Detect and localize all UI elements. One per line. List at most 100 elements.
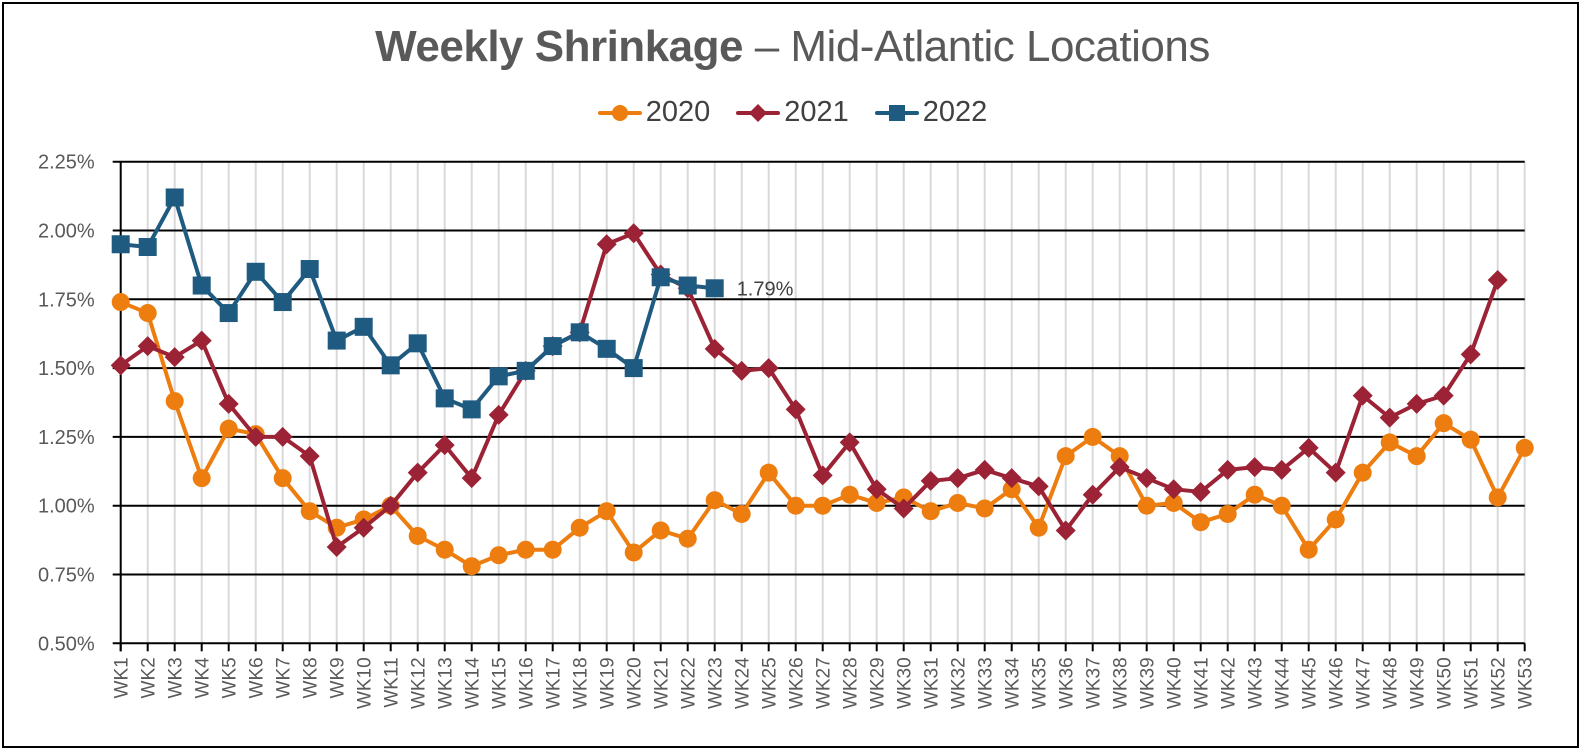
data-point-2020 — [192, 469, 211, 488]
data-point-2021 — [1055, 520, 1076, 541]
data-point-2020 — [651, 521, 670, 540]
x-tick-label: WK5 — [220, 657, 241, 698]
data-point-2020 — [435, 540, 454, 559]
data-point-2021 — [407, 462, 428, 483]
data-point-2021 — [110, 355, 131, 376]
data-point-2020 — [705, 491, 724, 510]
legend-label: 2022 — [922, 96, 988, 128]
x-tick-label: WK26 — [787, 657, 808, 709]
data-point-2021 — [1136, 468, 1157, 489]
x-tick-label: WK46 — [1327, 657, 1348, 709]
y-tick-label: 0.75% — [38, 565, 95, 587]
data-point-2020 — [1002, 480, 1021, 499]
data-point-2020 — [1137, 496, 1156, 515]
data-point-2020 — [300, 502, 319, 521]
data-point-2020 — [948, 493, 967, 512]
diamond-marker-icon — [736, 103, 781, 122]
data-point-2021 — [1298, 437, 1319, 458]
data-point-2021 — [758, 358, 779, 379]
data-point-2020 — [1299, 540, 1318, 559]
data-point-2022 — [354, 317, 373, 336]
x-tick-label: WK40 — [1165, 657, 1186, 709]
data-point-2021 — [1190, 481, 1211, 502]
data-point-2020 — [1488, 488, 1507, 507]
x-tick-label: WK17 — [544, 657, 565, 709]
data-point-2021 — [596, 234, 617, 255]
data-point-2020 — [1110, 447, 1129, 466]
x-tick-label: WK20 — [625, 657, 646, 709]
data-point-2020 — [813, 496, 832, 515]
data-point-2020 — [1245, 485, 1264, 504]
data-point-2020 — [1434, 414, 1453, 433]
x-tick-label: WK41 — [1192, 657, 1213, 709]
x-tick-label: WK15 — [490, 657, 511, 709]
series-line-2021 — [119, 231, 1500, 549]
y-tick-label: 1.50% — [38, 358, 95, 380]
data-point-2020 — [516, 540, 535, 559]
x-tick-label: WK4 — [193, 657, 214, 699]
x-tick-label: WK34 — [1003, 657, 1024, 709]
data-point-2022 — [111, 235, 130, 254]
data-point-2021 — [1082, 484, 1103, 505]
x-tick-label: WK2 — [139, 657, 160, 698]
data-point-2021 — [1487, 270, 1508, 291]
data-point-2020 — [597, 502, 616, 521]
data-point-2022 — [435, 389, 454, 408]
x-tick-label: WK50 — [1435, 657, 1456, 709]
data-point-2021 — [1271, 459, 1292, 480]
data-point-2021 — [812, 465, 833, 486]
y-tick-label: 1.25% — [38, 427, 95, 449]
data-point-2021 — [272, 426, 293, 447]
data-point-2021 — [299, 446, 320, 467]
chart-title: Weekly Shrinkage – Mid-Atlantic Location… — [0, 22, 1585, 72]
x-tick-label: WK45 — [1300, 657, 1321, 709]
x-tick-label: WK19 — [598, 657, 619, 709]
data-point-2021 — [893, 498, 914, 519]
data-point-2022 — [408, 334, 427, 353]
x-tick-label: WK7 — [274, 657, 295, 698]
x-tick-label: WK24 — [733, 657, 754, 709]
data-point-2021 — [1460, 344, 1481, 365]
data-point-2022 — [192, 276, 211, 295]
data-point-2020 — [1218, 504, 1237, 523]
data-point-2021 — [1325, 462, 1346, 483]
data-point-2020 — [1029, 518, 1048, 537]
data-point-2021 — [1109, 457, 1130, 478]
x-tick-label: WK28 — [841, 657, 862, 709]
legend-item-2021[interactable]: 2021 — [736, 96, 849, 129]
x-tick-label: WK1 — [112, 657, 133, 698]
data-point-2021 — [380, 495, 401, 516]
x-tick-label: WK49 — [1408, 657, 1429, 709]
data-point-2021 — [920, 470, 941, 491]
data-point-2021 — [866, 479, 887, 500]
data-point-2020 — [1461, 430, 1480, 449]
data-point-2020 — [678, 529, 697, 548]
x-tick-label: WK31 — [922, 657, 943, 709]
x-tick-label: WK52 — [1489, 657, 1510, 709]
x-tick-label: WK38 — [1111, 657, 1132, 709]
data-point-2021 — [731, 360, 752, 381]
x-tick-label: WK39 — [1138, 657, 1159, 709]
data-point-2022 — [165, 188, 184, 207]
data-point-2020 — [570, 518, 589, 537]
data-point-2022 — [543, 337, 562, 356]
data-point-2022 — [246, 262, 265, 281]
x-tick-label: WK14 — [463, 657, 484, 709]
data-point-2022 — [489, 367, 508, 386]
data-point-2021 — [191, 330, 212, 351]
data-point-2020 — [1191, 513, 1210, 532]
x-tick-label: WK29 — [868, 657, 889, 709]
data-point-2022 — [651, 268, 670, 287]
legend-item-2020[interactable]: 2020 — [597, 96, 710, 129]
data-point-2020 — [462, 557, 481, 576]
x-tick-label: WK23 — [706, 657, 727, 709]
legend-item-2022[interactable]: 2022 — [874, 96, 988, 129]
x-tick-label: WK6 — [247, 657, 268, 698]
data-point-2020 — [408, 526, 427, 545]
data-point-2021 — [785, 399, 806, 420]
data-point-2022 — [138, 238, 157, 257]
x-tick-label: WK32 — [949, 657, 970, 709]
x-tick-label: WK9 — [328, 657, 349, 698]
data-point-2021 — [947, 468, 968, 489]
data-point-2021 — [1001, 468, 1022, 489]
